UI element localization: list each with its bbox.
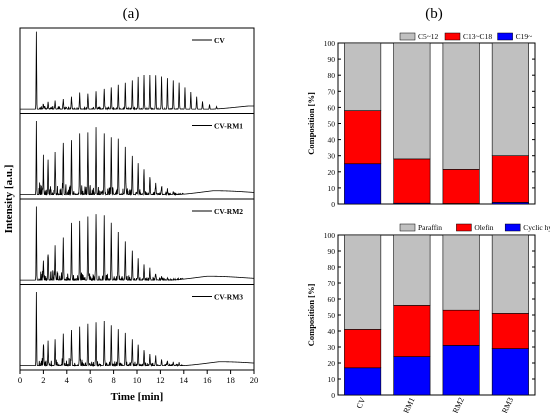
bar-segment	[393, 158, 431, 204]
y-tick-label: 30	[328, 152, 336, 161]
x-axis-title: Time [min]	[111, 391, 164, 403]
bar-segment	[491, 313, 529, 349]
bar-segment	[344, 329, 382, 369]
legend-label: C13~C18	[463, 32, 492, 41]
legend-swatch	[399, 32, 416, 41]
y-tick-label: 20	[328, 168, 336, 177]
bar-segment	[442, 345, 480, 396]
bar-segment	[491, 155, 529, 203]
y-tick-label: 0	[331, 391, 335, 400]
x-tick-label: 4	[65, 375, 70, 385]
legend-label: Paraffin	[418, 223, 442, 232]
y-tick-label: 100	[324, 231, 336, 240]
bar-segment	[442, 169, 480, 204]
legend-swatch	[504, 223, 521, 232]
x-tick-label: 10	[133, 375, 142, 385]
y-tick-label: 80	[328, 263, 336, 272]
y-axis-title: Composition [%]	[306, 92, 316, 155]
bar-segment	[344, 367, 382, 396]
y-tick-label: 60	[328, 103, 336, 112]
y-axis-title: Composition [%]	[306, 284, 316, 347]
legend-swatch	[399, 223, 416, 232]
chromatogram-panel: CV CV-RM1 CV-RM2 CV-RM3 0 2 4 6 8 10 12 14 16 18 20 Tim…	[3, 27, 259, 403]
x-category-label: CV_RM3	[494, 396, 515, 413]
carbon-number-chart: C5~12 C13~C18 C19~ 0 10 20 30 40 50 60 70 80 90 100 Co…	[306, 32, 536, 209]
bar-segment	[491, 42, 529, 156]
x-tick-label: 20	[250, 375, 259, 385]
panel-a-label: (a)	[123, 6, 140, 22]
trace-label: CV-RM1	[214, 122, 243, 131]
chromatogram-trace	[20, 120, 255, 197]
y-tick-label: 80	[328, 71, 336, 80]
x-tick-label: 14	[180, 375, 189, 385]
y-tick-label: 30	[328, 343, 336, 352]
bar-segment	[442, 42, 480, 170]
y-tick-label: 20	[328, 359, 336, 368]
x-tick-label: 16	[203, 375, 212, 385]
bar-segment	[344, 110, 382, 165]
hydrocarbon-type-chart: Paraffin Olefin Cyclic hydrocarbon 0 10 20 30 4…	[306, 223, 550, 413]
legend-swatch	[456, 223, 472, 232]
trace-label: CV-RM3	[214, 293, 243, 302]
bar-segment	[344, 42, 382, 111]
bar-segment	[442, 234, 480, 311]
bar-segment	[393, 305, 431, 357]
y-tick-label: 70	[328, 279, 336, 288]
legend-label: Olefin	[474, 223, 493, 232]
x-tick-label: 8	[111, 375, 115, 385]
legend-swatch	[444, 32, 461, 41]
x-tick-label: 6	[88, 375, 92, 385]
y-tick-label: 40	[328, 327, 336, 336]
x-category-label: CV_RM1	[395, 396, 416, 413]
bar-segment	[344, 234, 382, 330]
x-tick-label: 2	[41, 375, 45, 385]
y-tick-label: 10	[328, 375, 336, 384]
bar-segment	[393, 234, 431, 306]
bar-segment	[491, 348, 529, 396]
legend-swatch	[497, 32, 513, 41]
y-tick-label: 0	[331, 200, 335, 209]
bar-segment	[393, 42, 431, 160]
x-tick-label: 0	[18, 375, 22, 385]
chromatogram-trace	[20, 206, 255, 282]
x-category-label: CV_RM2	[444, 396, 465, 413]
x-category-label: CV	[355, 396, 368, 410]
y-tick-label: 90	[328, 55, 336, 64]
y-tick-label: 50	[328, 311, 336, 320]
y-tick-label: 40	[328, 136, 336, 145]
y-tick-label: 10	[328, 184, 336, 193]
x-tick-label: 18	[226, 375, 235, 385]
y-tick-label: 60	[328, 295, 336, 304]
chromatogram-trace	[20, 291, 255, 368]
y-axis-title: Intensity [a.u.]	[3, 165, 15, 234]
bar-segment	[344, 163, 382, 205]
chromatogram-trace	[20, 31, 254, 111]
y-tick-label: 70	[328, 87, 336, 96]
bar-segment	[393, 356, 431, 396]
legend-label: C19~	[516, 32, 533, 41]
y-tick-label: 90	[328, 247, 336, 256]
y-tick-label: 100	[324, 39, 336, 48]
trace-label: CV	[214, 36, 225, 45]
legend-label: Cyclic hydrocarbon	[523, 223, 550, 232]
bar-segment	[442, 309, 480, 346]
panel-b-label: (b)	[425, 6, 443, 22]
trace-label: CV-RM2	[214, 207, 243, 216]
legend-label: C5~12	[418, 32, 439, 41]
bar-segment	[491, 234, 529, 314]
y-tick-label: 50	[328, 120, 336, 129]
x-tick-label: 12	[156, 375, 165, 385]
